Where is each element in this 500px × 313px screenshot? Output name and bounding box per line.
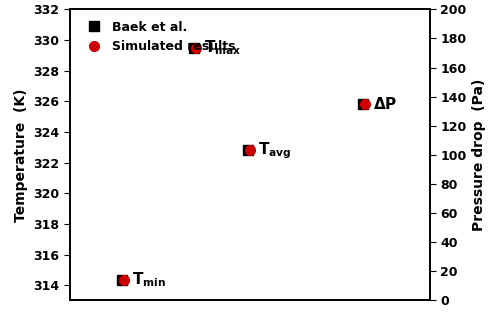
Text: $\mathbf{T}$$_{\mathbf{max}}$: $\mathbf{T}$$_{\mathbf{max}}$	[204, 38, 242, 57]
Legend: Baek et al., Simulated results: Baek et al., Simulated results	[76, 16, 241, 58]
Y-axis label: Pressure drop  (Pa): Pressure drop (Pa)	[472, 79, 486, 231]
Text: $\mathbf{T}$$_{\mathbf{avg}}$: $\mathbf{T}$$_{\mathbf{avg}}$	[258, 140, 292, 161]
Text: $\mathbf{T}$$_{\mathbf{min}}$: $\mathbf{T}$$_{\mathbf{min}}$	[132, 270, 166, 289]
Y-axis label: Temperature  (K): Temperature (K)	[14, 88, 28, 222]
Text: $\mathbf{\Delta P}$: $\mathbf{\Delta P}$	[373, 96, 398, 112]
